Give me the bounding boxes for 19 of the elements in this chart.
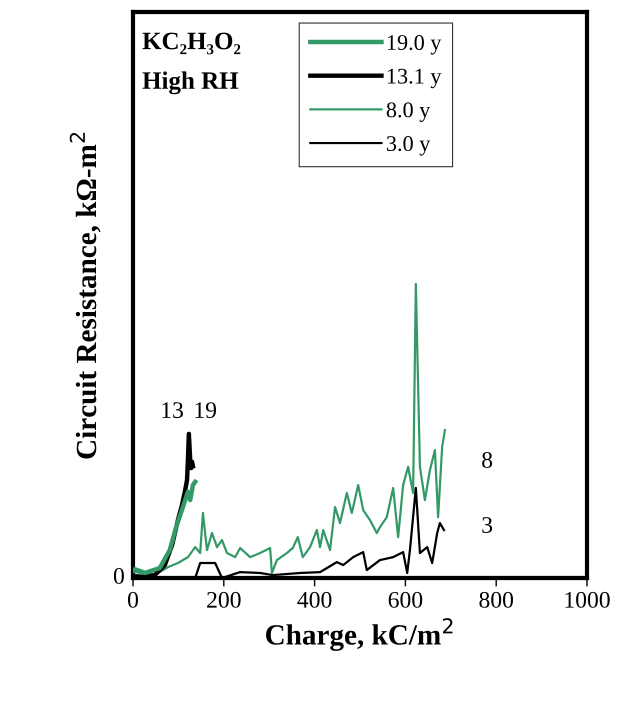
x-axis-title: Charge, kC/m$^{2}$	[266, 618, 452, 651]
text: 0	[114, 568, 124, 584]
text: KC₂H₃O₂	[142, 32, 240, 54]
legend-label: 19.0 y	[388, 35, 442, 55]
legend-label: 13.1 y	[388, 68, 442, 88]
x-tick-label: 200	[207, 592, 241, 608]
x-tick-label: 600	[388, 592, 422, 608]
legend-label: 8.0 y	[386, 102, 430, 122]
x-tick-label: 400	[297, 592, 332, 608]
legend-label: 3.0 y	[386, 136, 430, 156]
x-tick-label: 1000	[565, 592, 610, 608]
y-axis-title: Circuit Resistance, kΩ-m$^{2}$	[70, 132, 101, 459]
text: High RH	[142, 71, 238, 94]
annotation: 19	[195, 402, 216, 418]
annotation: 8	[482, 452, 492, 468]
x-tick-label: 0	[128, 592, 138, 608]
x-tick-label: 800	[479, 592, 514, 608]
annotation: 13	[162, 402, 183, 418]
annotation: 3	[482, 517, 492, 533]
